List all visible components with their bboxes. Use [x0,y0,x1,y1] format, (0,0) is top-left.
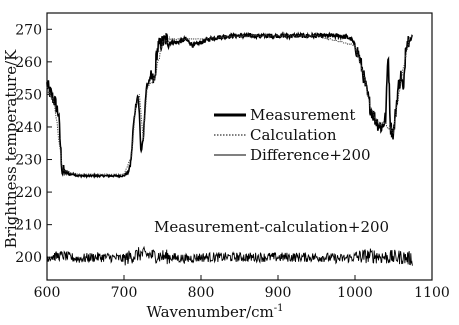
x-tick-label: 900 [265,285,292,301]
y-tick-label: 270 [15,22,42,38]
y-tick-label: 250 [15,87,42,103]
series-line-difference-200 [46,245,413,266]
series-line-measurement [46,31,414,179]
legend-label-measurement: Measurement [250,106,355,124]
x-tick-label: 1000 [337,285,373,301]
annotation-measurement-minus-calculation: Measurement-calculation+200 [154,218,389,236]
plot-area-frame [46,12,433,281]
legend: Measurement Calculation Difference+200 [214,106,371,164]
y-tick-label: 260 [15,55,42,71]
x-tick-label: 800 [188,285,215,301]
x-tick-label: 600 [34,285,61,301]
legend-label-difference: Difference+200 [250,146,371,164]
x-tick-label: 700 [111,285,138,301]
x-axis-title: Wavenumber/cm-1 [146,303,283,321]
ticks-layer: 600 700 800 900 1000 1100 200 210 220 230 240 250 26… [15,22,450,301]
x-axis-title-superscript: -1 [274,303,284,314]
legend-label-calculation: Calculation [250,126,337,144]
y-tick-label: 210 [15,218,42,234]
y-tick-label: 230 [15,153,42,169]
series-layer [46,31,414,266]
y-axis-title: Brightness temperature/K [2,49,20,248]
y-tick-label: 220 [15,185,42,201]
x-tick-label: 1100 [414,285,450,301]
x-axis-title-text: Wavenumber/cm [146,303,273,321]
y-tick-label: 200 [15,250,42,266]
y-tick-label: 240 [15,120,42,136]
